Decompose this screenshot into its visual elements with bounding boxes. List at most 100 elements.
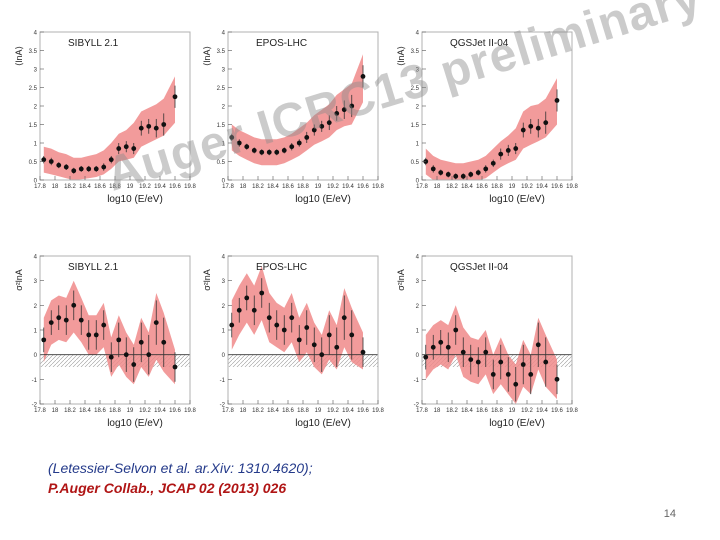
- data-point: [334, 111, 340, 116]
- y-tick-label: 4: [416, 255, 420, 261]
- x-tick-label: 18.8: [109, 184, 121, 190]
- x-tick-label: 18.4: [461, 408, 473, 414]
- y-tick-label: 3: [416, 279, 420, 285]
- data-point: [71, 302, 77, 308]
- data-point: [326, 120, 332, 126]
- data-point: [535, 342, 541, 348]
- data-point: [56, 162, 62, 168]
- x-tick-label: 18.2: [64, 408, 76, 414]
- data-point: [259, 290, 265, 296]
- y-tick-label: -1: [220, 378, 226, 384]
- data-point: [490, 372, 496, 377]
- data-point: [296, 337, 302, 343]
- chart-panel-1: 0 0.5 1 1.5 2 2.5 3 3.5 4 17.8 18 18.2 18.4 18.6 18.8 1…: [202, 31, 384, 206]
- x-tick-label: 17.8: [34, 408, 46, 414]
- data-point: [161, 122, 167, 127]
- data-point: [349, 332, 355, 338]
- data-point: [490, 160, 496, 166]
- model-title: QGSJet II-04: [450, 262, 509, 273]
- x-tick-label: 18.8: [297, 184, 309, 190]
- data-point: [274, 322, 280, 328]
- data-point: [453, 327, 459, 333]
- x-tick-label: 19.8: [566, 184, 578, 190]
- data-point: [535, 125, 541, 131]
- y-tick-label: 3: [34, 279, 38, 285]
- y-tick-label: 3.5: [217, 49, 226, 55]
- y-tick-label: 2: [416, 105, 420, 111]
- data-point: [63, 164, 69, 170]
- x-axis-label: log10 (E/eV): [107, 418, 163, 429]
- y-axis-label: ⟨lnA⟩: [396, 46, 406, 66]
- x-tick-label: 19: [315, 408, 322, 414]
- reference-line-2: P.Auger Collab., JCAP 02 (2013) 026: [48, 480, 287, 496]
- y-tick-label: 1.5: [411, 123, 420, 129]
- data-point: [341, 315, 347, 321]
- data-point: [251, 148, 257, 153]
- x-tick-label: 19.2: [521, 408, 533, 414]
- x-tick-label: 18.8: [109, 408, 121, 414]
- x-tick-label: 19.6: [169, 408, 181, 414]
- data-point: [123, 352, 129, 358]
- x-tick-label: 18.4: [267, 184, 279, 190]
- data-point: [438, 339, 444, 345]
- data-point: [483, 349, 489, 355]
- data-point: [108, 157, 114, 163]
- y-tick-label: 0: [416, 179, 420, 185]
- data-point: [319, 123, 325, 129]
- y-tick-label: 0: [222, 179, 226, 185]
- y-tick-label: 0: [34, 353, 38, 359]
- x-tick-label: 18.2: [446, 408, 458, 414]
- x-tick-label: 19.2: [327, 408, 339, 414]
- data-point: [281, 327, 287, 333]
- data-point: [543, 359, 549, 365]
- data-point: [430, 344, 436, 350]
- y-tick-label: 2: [222, 304, 226, 310]
- data-point: [554, 376, 560, 382]
- x-axis-label: log10 (E/eV): [295, 194, 351, 205]
- x-tick-label: 18.4: [79, 408, 91, 414]
- y-tick-label: 0: [416, 353, 420, 359]
- x-tick-label: 18.4: [267, 408, 279, 414]
- systematic-band: [231, 265, 363, 375]
- x-axis-label: log10 (E/eV): [489, 194, 545, 205]
- data-point: [266, 315, 272, 321]
- data-point: [274, 149, 280, 155]
- model-title: SIBYLL 2.1: [68, 262, 119, 273]
- data-point: [520, 127, 526, 133]
- data-point: [251, 307, 257, 313]
- data-point: [48, 159, 54, 164]
- x-axis-label: log10 (E/eV): [295, 418, 351, 429]
- y-tick-label: 3: [222, 279, 226, 285]
- x-tick-label: 18.6: [282, 408, 294, 414]
- y-tick-label: 1.5: [29, 123, 38, 129]
- data-point: [172, 94, 178, 100]
- data-point: [101, 322, 107, 328]
- x-tick-label: 19.8: [372, 184, 384, 190]
- page-number: 14: [663, 508, 676, 520]
- x-tick-label: 19: [315, 184, 322, 190]
- data-point: [236, 140, 242, 146]
- reference-line-1: (Letessier-Selvon et al. ar.Xiv: 1310.46…: [48, 460, 313, 476]
- y-tick-label: -2: [220, 403, 226, 409]
- systematic-band: [43, 280, 175, 385]
- data-point: [513, 381, 519, 387]
- x-tick-label: 18: [434, 184, 441, 190]
- data-point: [423, 354, 429, 360]
- data-point: [468, 357, 474, 362]
- y-tick-label: 1: [222, 329, 226, 335]
- y-axis-label: σ²lnA: [202, 269, 212, 291]
- data-point: [360, 349, 366, 355]
- data-point: [259, 149, 265, 155]
- data-point: [460, 349, 466, 355]
- x-tick-label: 18.2: [446, 184, 458, 190]
- model-title: EPOS-LHC: [256, 262, 307, 273]
- data-point: [116, 337, 122, 343]
- data-point: [131, 362, 137, 367]
- y-tick-label: 0: [34, 179, 38, 185]
- x-tick-label: 18.6: [476, 184, 488, 190]
- data-point: [244, 144, 250, 150]
- x-tick-label: 19.2: [521, 184, 533, 190]
- y-tick-label: 0.5: [411, 160, 420, 166]
